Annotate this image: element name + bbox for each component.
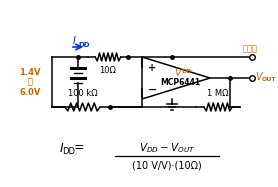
Text: $I$: $I$ [59,142,65,154]
Text: 100 kΩ: 100 kΩ [68,89,97,98]
Text: 10Ω: 10Ω [100,66,116,75]
Text: +: + [148,63,156,73]
Text: $V_{DD}-V_{OUT}$: $V_{DD}-V_{OUT}$ [139,141,195,155]
Text: 1.4V: 1.4V [19,68,41,76]
Text: DD: DD [78,42,90,48]
Text: 至: 至 [28,77,33,87]
Text: OUT: OUT [262,76,277,82]
Text: =: = [74,142,84,154]
Text: $I$: $I$ [72,34,77,46]
Text: 6.0V: 6.0V [19,88,41,96]
Text: −: − [148,85,157,95]
Text: 至负载: 至负载 [242,45,257,53]
Text: (10 V/V)·(10Ω): (10 V/V)·(10Ω) [132,160,202,170]
Text: DD: DD [181,69,192,74]
Text: $V$: $V$ [174,66,183,78]
Text: DD: DD [63,146,76,156]
Text: 1 MΩ: 1 MΩ [207,89,229,98]
Text: MCP6441: MCP6441 [160,77,200,87]
Text: $V$: $V$ [255,70,264,82]
